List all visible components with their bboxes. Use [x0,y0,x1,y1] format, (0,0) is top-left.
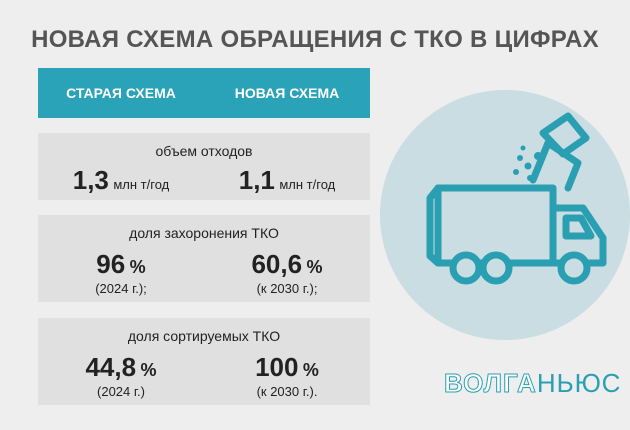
unit: % [306,257,323,277]
value: 100 [255,352,299,382]
unit: млн т/год [113,177,170,192]
table-row: доля сортируемых ТКО 44,8 % (2024 г.) 100… [38,318,370,405]
value: 1,3 [72,165,109,195]
truck-illustration [380,90,630,340]
logo: ВОЛГАНЬЮС [444,368,621,399]
column-header: НОВАЯ СХЕМА [234,85,340,101]
cell: 44,8 % (2024 г.) [38,352,204,399]
unit: млн т/год [279,177,336,192]
logo-part: ВОЛГА [444,368,537,399]
value: 96 [96,249,126,279]
column-header: СТАРАЯ СХЕМА [66,85,176,101]
value: 60,6 [251,249,303,279]
value: 44,8 [85,352,137,382]
value: 1,1 [238,165,275,195]
cell: 96 % (2024 г.); [38,249,204,296]
unit: % [140,360,157,380]
note: (к 2030 г.). [256,384,318,399]
unit: % [302,360,319,380]
cell: 1,3 млн т/год [38,165,204,196]
unit: % [129,257,146,277]
cell: 60,6 % (к 2030 г.); [204,249,370,296]
row-label: доля захоронения ТКО [129,225,279,241]
cell: 1,1 млн т/год [204,165,370,196]
table-header: СТАРАЯ СХЕМА НОВАЯ СХЕМА [38,68,370,118]
note: (2024 г.); [95,281,147,296]
note: (2024 г.) [97,384,145,399]
row-label: доля сортируемых ТКО [127,328,281,344]
logo-part: НЬЮС [536,368,622,398]
note: (к 2030 г.); [256,281,318,296]
table-row: доля захоронения ТКО 96 % (2024 г.); 60,6… [38,215,370,302]
cell: 100 % (к 2030 г.). [204,352,370,399]
table-row: объем отходов 1,3 млн т/год 1,1 млн т/го… [38,133,370,200]
row-label: объем отходов [155,143,253,159]
title: НОВАЯ СХЕМА ОБРАЩЕНИЯ С ТКО В ЦИФРАХ [31,26,599,53]
